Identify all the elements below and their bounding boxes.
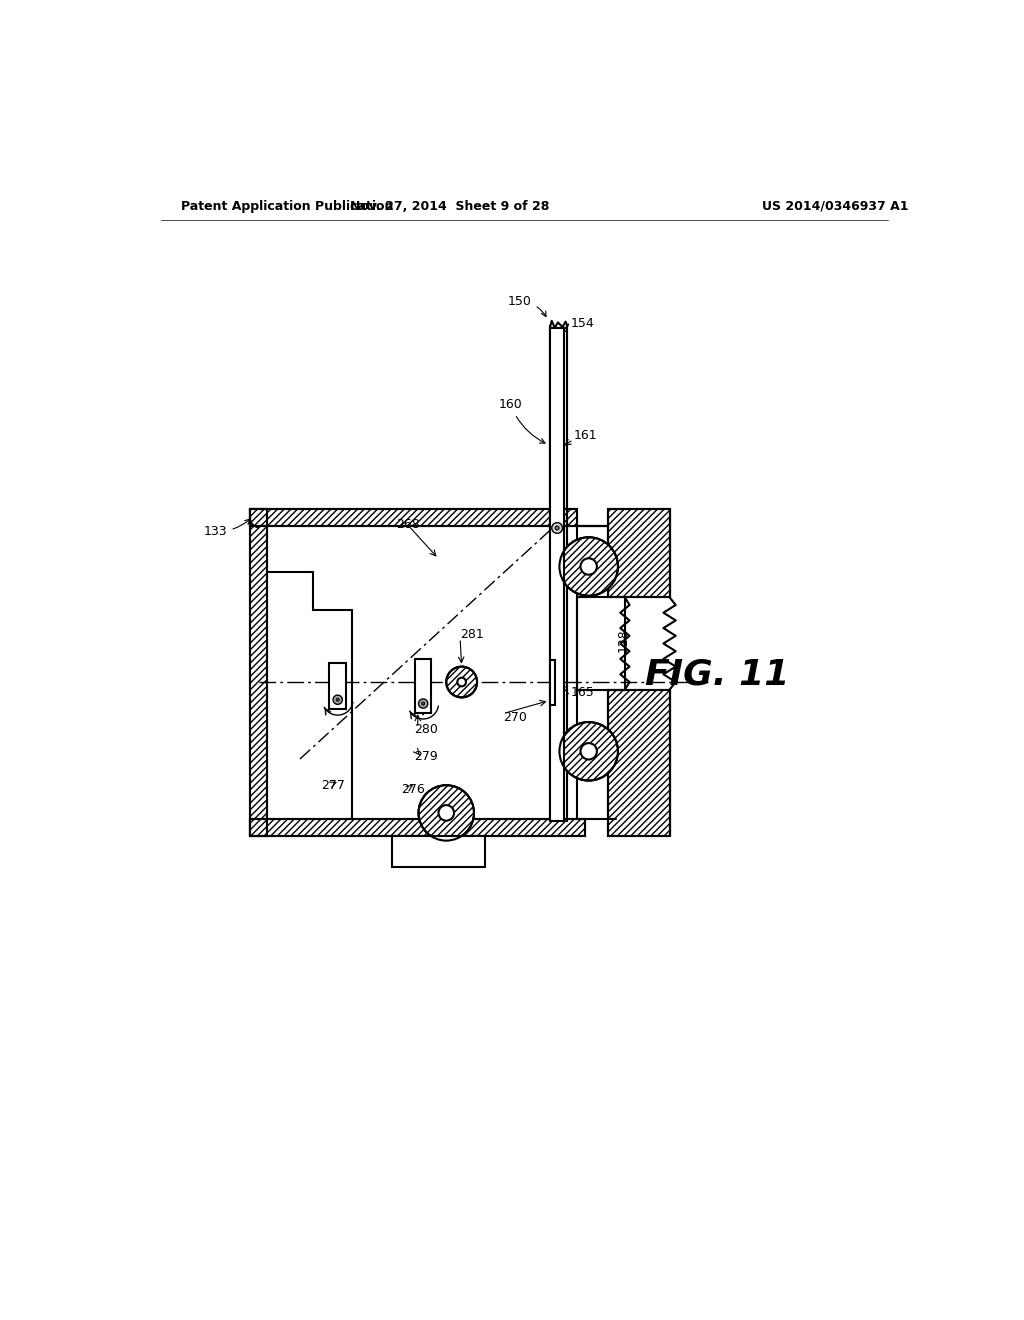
Text: 281: 281 — [460, 628, 484, 640]
Bar — [250, 508, 267, 836]
Circle shape — [419, 785, 474, 841]
Bar — [416, 659, 431, 713]
Text: 268: 268 — [396, 519, 420, 532]
Text: 277: 277 — [322, 779, 345, 792]
Text: 160: 160 — [499, 399, 545, 444]
Text: Patent Application Publication: Patent Application Publication — [180, 199, 393, 213]
Bar — [608, 508, 670, 597]
Bar — [550, 327, 564, 821]
Text: 276: 276 — [401, 783, 425, 796]
Text: 279: 279 — [414, 750, 437, 763]
Circle shape — [438, 805, 454, 821]
Text: 270: 270 — [503, 711, 527, 723]
Circle shape — [552, 523, 562, 533]
Bar — [330, 663, 346, 709]
Circle shape — [336, 698, 339, 701]
Circle shape — [333, 696, 342, 705]
Bar — [608, 689, 670, 836]
Bar — [550, 660, 555, 705]
Circle shape — [422, 702, 425, 705]
Text: 154: 154 — [571, 317, 595, 330]
Bar — [250, 508, 578, 525]
Circle shape — [559, 537, 617, 595]
Text: 161: 161 — [573, 429, 597, 442]
Circle shape — [446, 667, 477, 697]
Circle shape — [419, 700, 428, 708]
Bar — [250, 818, 585, 836]
Bar — [250, 508, 267, 836]
Bar — [392, 836, 484, 867]
Text: US 2014/0346937 A1: US 2014/0346937 A1 — [762, 199, 908, 213]
Bar — [250, 818, 585, 836]
Circle shape — [446, 667, 477, 697]
Text: 133: 133 — [204, 519, 250, 539]
Circle shape — [559, 722, 617, 780]
Bar — [250, 508, 578, 525]
Circle shape — [555, 527, 559, 529]
Circle shape — [581, 558, 597, 574]
Circle shape — [559, 537, 617, 595]
Circle shape — [458, 677, 466, 686]
Bar — [608, 689, 670, 836]
Circle shape — [581, 743, 597, 759]
Circle shape — [419, 785, 474, 841]
Text: Nov. 27, 2014  Sheet 9 of 28: Nov. 27, 2014 Sheet 9 of 28 — [350, 199, 550, 213]
Bar — [608, 508, 670, 597]
Text: 165: 165 — [570, 685, 594, 698]
Text: 150: 150 — [508, 296, 546, 317]
Text: FIG. 11: FIG. 11 — [645, 657, 790, 692]
Circle shape — [559, 722, 617, 780]
Text: 280: 280 — [414, 723, 438, 737]
Text: 128: 128 — [616, 628, 630, 652]
